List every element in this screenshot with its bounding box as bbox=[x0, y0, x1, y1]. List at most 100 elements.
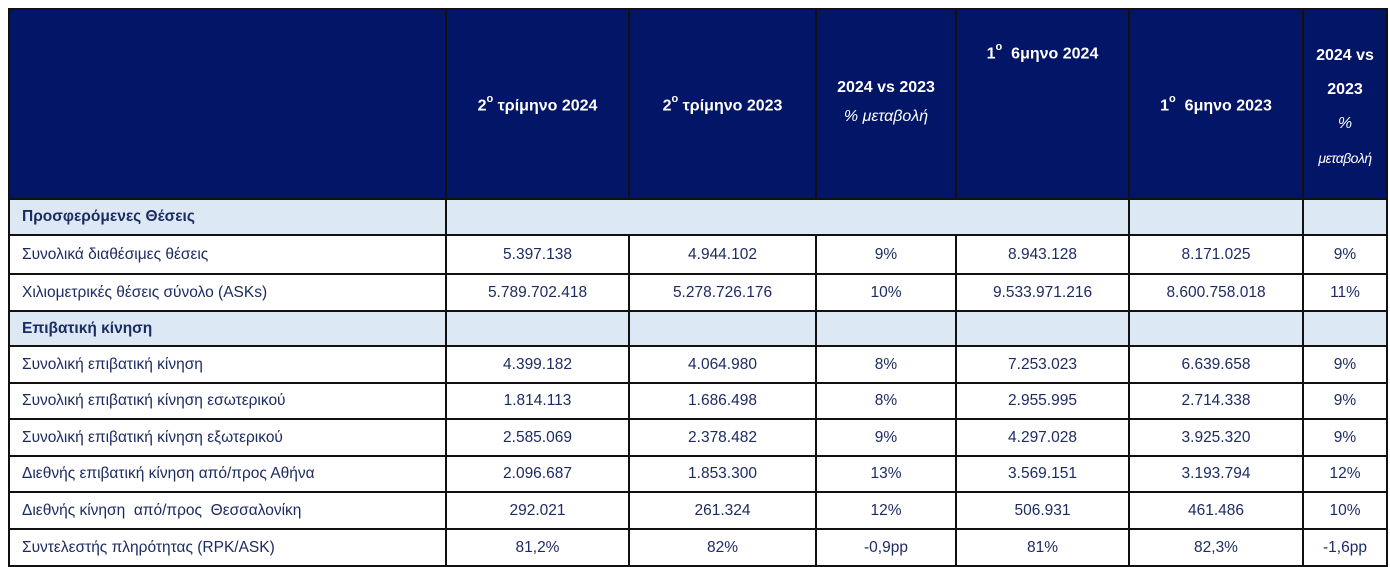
row-label: Συνολική επιβατική κίνηση εξωτερικού bbox=[8, 418, 447, 457]
cell-q-change: -0,9pp bbox=[815, 528, 957, 567]
row-label: Χιλιομετρικές θέσεις σύνολο (ASKs) bbox=[8, 273, 447, 312]
traffic-statistics-table: 2ο τρίμηνο 2024 2ο τρίμηνο 2023 2024 vs … bbox=[8, 8, 1388, 567]
header-blank bbox=[8, 8, 447, 200]
section-title: Επιβατική κίνηση bbox=[8, 310, 447, 347]
cell-q2-2023: 4.064.980 bbox=[628, 345, 817, 384]
cell-h1-2023: 461.486 bbox=[1128, 491, 1304, 530]
empty-cell bbox=[1302, 310, 1388, 347]
header-text: 1 bbox=[986, 45, 996, 63]
cell-q2-2024: 4.399.182 bbox=[445, 345, 630, 384]
cell-h-change: 9% bbox=[1302, 345, 1388, 384]
cell-h-change: 12% bbox=[1302, 455, 1388, 493]
cell-h1-2024: 506.931 bbox=[955, 491, 1130, 530]
header-text: τρίμηνο 2023 bbox=[678, 97, 783, 115]
empty-cell bbox=[628, 310, 817, 347]
cell-q2-2024: 1.814.113 bbox=[445, 382, 630, 420]
header-text: 2024 vs 2023 bbox=[837, 79, 935, 96]
table-row: Συντελεστής πληρότητας (RPK/ASK) 81,2% 8… bbox=[8, 528, 1388, 567]
row-label: Συντελεστής πληρότητας (RPK/ASK) bbox=[8, 528, 447, 567]
header-q2-2023: 2ο τρίμηνο 2023 bbox=[628, 8, 817, 200]
cell-q2-2024: 2.585.069 bbox=[445, 418, 630, 457]
empty-cell bbox=[955, 310, 1130, 347]
header-text: τρίμηνο 2024 bbox=[493, 97, 598, 115]
cell-q-change: 12% bbox=[815, 491, 957, 530]
cell-h1-2024: 2.955.995 bbox=[955, 382, 1130, 420]
cell-q-change: 9% bbox=[815, 418, 957, 457]
header-q-change: 2024 vs 2023 % μεταβολή bbox=[815, 8, 957, 200]
cell-h1-2024: 8.943.128 bbox=[955, 234, 1130, 275]
table-row: Διεθνής επιβατική κίνηση από/προς Αθήνα … bbox=[8, 455, 1388, 493]
table-row: Συνολική επιβατική κίνηση εσωτερικού 1.8… bbox=[8, 382, 1388, 420]
header-h1-2023: 1ο 6μηνο 2023 bbox=[1128, 8, 1304, 200]
table-row: Διεθνής κίνηση από/προς Θεσσαλονίκη 292.… bbox=[8, 491, 1388, 530]
cell-q-change: 13% bbox=[815, 455, 957, 493]
section-title: Προσφερόμενες Θέσεις bbox=[8, 198, 447, 236]
cell-q2-2024: 5.789.702.418 bbox=[445, 273, 630, 312]
cell-h1-2023: 8.600.758.018 bbox=[1128, 273, 1304, 312]
cell-q2-2023: 82% bbox=[628, 528, 817, 567]
cell-h-change: 9% bbox=[1302, 382, 1388, 420]
cell-q2-2024: 2.096.687 bbox=[445, 455, 630, 493]
header-text: 2 bbox=[662, 97, 672, 115]
cell-h-change: -1,6pp bbox=[1302, 528, 1388, 567]
header-sup: ο bbox=[486, 93, 494, 106]
cell-h1-2023: 8.171.025 bbox=[1128, 234, 1304, 275]
table-row: Συνολική επιβατική κίνηση εξωτερικού 2.5… bbox=[8, 418, 1388, 457]
cell-q-change: 10% bbox=[815, 273, 957, 312]
row-label: Συνολικά διαθέσιμες θέσεις bbox=[8, 234, 447, 275]
header-text: 2023 bbox=[1327, 81, 1363, 98]
header-h-change: 2024 vs 2023% μεταβολή bbox=[1302, 8, 1388, 200]
section-row: Προσφερόμενες Θέσεις bbox=[8, 198, 1388, 236]
empty-cell bbox=[815, 310, 957, 347]
row-label: Συνολική επιβατική κίνηση bbox=[8, 345, 447, 384]
row-label: Συνολική επιβατική κίνηση εσωτερικού bbox=[8, 382, 447, 420]
header-text: % μεταβολή bbox=[843, 108, 929, 125]
header-text: 1 bbox=[1160, 97, 1170, 115]
header-text: 2024 vs bbox=[1316, 47, 1374, 64]
cell-h1-2024: 3.569.151 bbox=[955, 455, 1130, 493]
cell-h1-2024: 9.533.971.216 bbox=[955, 273, 1130, 312]
cell-h1-2023: 6.639.658 bbox=[1128, 345, 1304, 384]
cell-q-change: 9% bbox=[815, 234, 957, 275]
header-row: 2ο τρίμηνο 2024 2ο τρίμηνο 2023 2024 vs … bbox=[8, 8, 1388, 200]
header-text: 2 bbox=[477, 97, 487, 115]
cell-h1-2023: 2.714.338 bbox=[1128, 382, 1304, 420]
header-text: 6μηνο 2023 bbox=[1175, 97, 1272, 115]
header-q2-2024: 2ο τρίμηνο 2024 bbox=[445, 8, 630, 200]
cell-h1-2024: 4.297.028 bbox=[955, 418, 1130, 457]
empty-cell bbox=[1128, 310, 1304, 347]
empty-cell bbox=[445, 310, 630, 347]
cell-h-change: 11% bbox=[1302, 273, 1388, 312]
header-text: % bbox=[1337, 115, 1353, 132]
cell-q-change: 8% bbox=[815, 382, 957, 420]
cell-h1-2024: 81% bbox=[955, 528, 1130, 567]
cell-h1-2023: 3.193.794 bbox=[1128, 455, 1304, 493]
cell-q-change: 8% bbox=[815, 345, 957, 384]
cell-h-change: 10% bbox=[1302, 491, 1388, 530]
section-row: Επιβατική κίνηση bbox=[8, 310, 1388, 347]
row-label: Διεθνής επιβατική κίνηση από/προς Αθήνα bbox=[8, 455, 447, 493]
cell-h1-2023: 82,3% bbox=[1128, 528, 1304, 567]
cell-q2-2024: 5.397.138 bbox=[445, 234, 630, 275]
header-text: μεταβολή bbox=[1318, 150, 1372, 166]
table-row: Χιλιομετρικές θέσεις σύνολο (ASKs) 5.789… bbox=[8, 273, 1388, 312]
header-sup: ο bbox=[1169, 93, 1176, 106]
cell-q2-2023: 261.324 bbox=[628, 491, 817, 530]
header-text: 6μηνο 2024 bbox=[1002, 45, 1099, 63]
cell-h1-2023: 3.925.320 bbox=[1128, 418, 1304, 457]
cell-h1-2024: 7.253.023 bbox=[955, 345, 1130, 384]
empty-cell bbox=[1128, 198, 1304, 236]
cell-q2-2023: 1.686.498 bbox=[628, 382, 817, 420]
empty-cell bbox=[1302, 198, 1388, 236]
table-row: Συνολικά διαθέσιμες θέσεις 5.397.138 4.9… bbox=[8, 234, 1388, 275]
cell-q2-2024: 292.021 bbox=[445, 491, 630, 530]
cell-q2-2024: 81,2% bbox=[445, 528, 630, 567]
header-sup: ο bbox=[671, 93, 679, 106]
cell-h-change: 9% bbox=[1302, 418, 1388, 457]
table-row: Συνολική επιβατική κίνηση 4.399.182 4.06… bbox=[8, 345, 1388, 384]
cell-q2-2023: 2.378.482 bbox=[628, 418, 817, 457]
cell-q2-2023: 1.853.300 bbox=[628, 455, 817, 493]
row-label: Διεθνής κίνηση από/προς Θεσσαλονίκη bbox=[8, 491, 447, 530]
header-h1-2024: 1ο 6μηνο 2024 bbox=[955, 8, 1130, 200]
cell-q2-2023: 5.278.726.176 bbox=[628, 273, 817, 312]
